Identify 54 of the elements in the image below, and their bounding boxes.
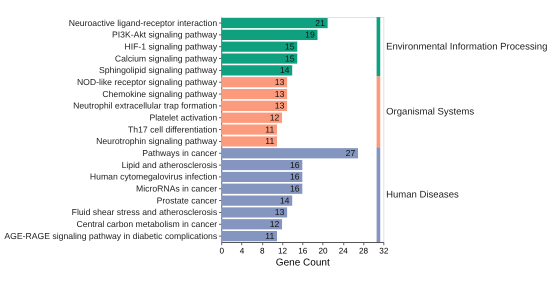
- y-tick-label: HIF-1 signaling pathway: [124, 41, 218, 52]
- data-label: 13: [274, 76, 285, 87]
- x-tick-label: 8: [260, 246, 265, 256]
- y-tick-label: Fluid shear stress and atherosclerosis: [72, 207, 218, 218]
- x-tick-label: 0: [219, 246, 224, 256]
- data-label: 21: [315, 18, 326, 28]
- data-label: 14: [280, 195, 290, 206]
- data-label: 16: [290, 183, 300, 194]
- y-tick-label: Neurotrophin signaling pathway: [96, 136, 218, 146]
- y-tick-label: Central carbon metabolism in cancer: [76, 219, 218, 230]
- data-label: 19: [305, 30, 315, 40]
- bar: [221, 136, 277, 146]
- data-label: 15: [284, 41, 295, 52]
- data-label: 13: [274, 88, 285, 99]
- data-label: 27: [346, 148, 356, 158]
- y-tick-label: MicroRNAs in cancer: [136, 183, 218, 194]
- y-tick-label: Neuroactive ligand-receptor interaction: [68, 18, 218, 28]
- x-axis-title: Gene Count: [276, 257, 330, 268]
- data-label: 11: [265, 124, 274, 134]
- y-tick-label: Pathways in cancer: [142, 148, 218, 158]
- bar: [221, 65, 292, 76]
- y-tick-label: Neutrophil extracellular trap formation: [73, 100, 218, 111]
- y-tick-label: Platelet activation: [149, 112, 218, 122]
- data-label: 12: [270, 219, 280, 230]
- text: Environmental Information Processing: [386, 41, 548, 52]
- y-tick-label: AGE-RAGE signaling pathway in diabetic complications: [4, 230, 218, 241]
- y-tick-label: Prostate cancer: [156, 195, 218, 206]
- x-tick-label: 12: [278, 246, 288, 256]
- x-tick-label: 28: [359, 246, 369, 256]
- data-label: 11: [265, 230, 274, 241]
- y-tick-label: Lipid and atherosclerosis: [122, 160, 218, 170]
- data-label: 13: [274, 207, 285, 218]
- x-tick-label: 4: [240, 246, 245, 256]
- x-tick-label: 16: [298, 246, 308, 256]
- text: Organismal Systems: [386, 106, 474, 118]
- x-tick-label: 20: [318, 246, 328, 256]
- x-tick-label: 24: [338, 246, 348, 256]
- data-label: 11: [265, 136, 274, 146]
- y-tick-label: Sphingolipid signaling pathway: [99, 65, 218, 76]
- y-tick-label: NOD-like receptor signaling pathway: [76, 76, 218, 87]
- text: Human Diseases: [386, 189, 460, 200]
- y-tick-label: Calcium signaling pathway: [114, 53, 218, 64]
- x-tick-label: 32: [379, 246, 389, 256]
- y-tick-label: Th17 cell differentiation: [128, 124, 218, 134]
- y-tick-label: Human cytomegalovirus infection: [90, 172, 218, 182]
- data-label: 15: [284, 53, 295, 64]
- data-label: 12: [270, 112, 280, 122]
- y-tick-label: Chemokine signaling pathway: [102, 88, 218, 99]
- data-label: 13: [274, 100, 285, 111]
- bar: [221, 18, 328, 28]
- data-label: 14: [280, 65, 290, 76]
- y-tick-label: PI3K-Akt signaling pathway: [112, 30, 218, 40]
- data-label: 16: [290, 160, 300, 170]
- data-label: 16: [290, 172, 300, 182]
